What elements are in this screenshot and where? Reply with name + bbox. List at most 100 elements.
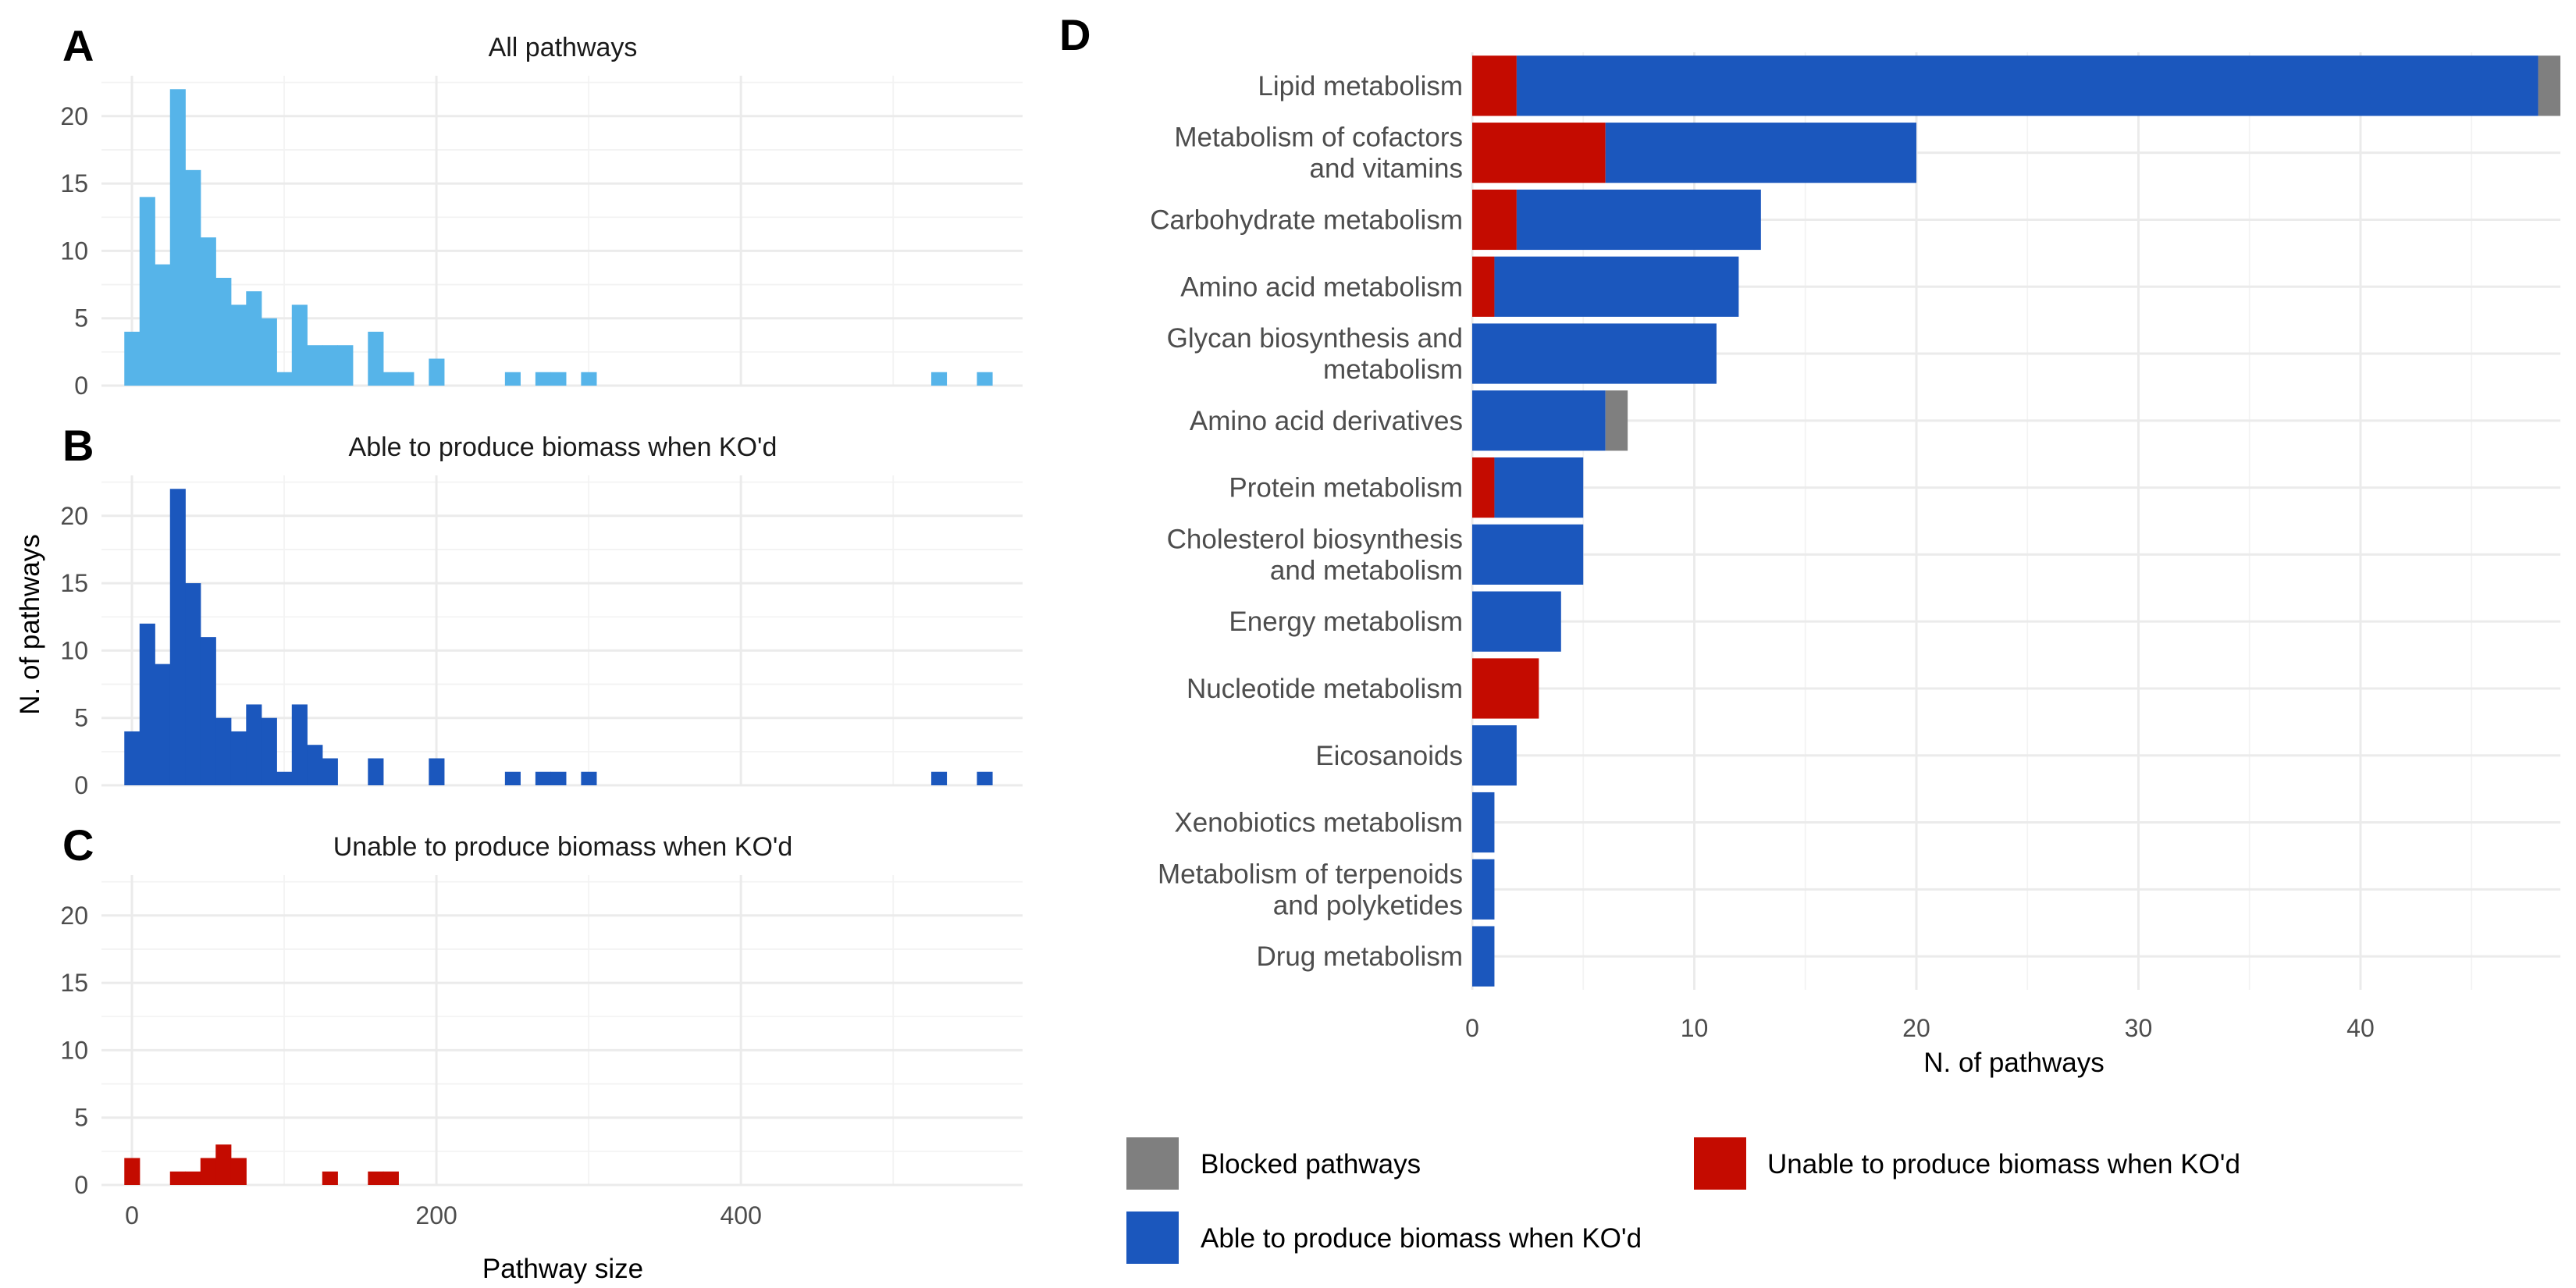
y-tick-label-c: 20 bbox=[60, 902, 88, 930]
y-tick-label-a: 20 bbox=[60, 102, 88, 130]
x-axis-title-n-of-pathways: N. of pathways bbox=[1923, 1048, 2105, 1078]
histogram-bar-a bbox=[230, 304, 247, 386]
panel-title-b: Able to produce biomass when KO'd bbox=[349, 432, 777, 462]
x-tick-label-c: 200 bbox=[415, 1201, 457, 1229]
histogram-bar-a bbox=[169, 89, 186, 386]
panel-tag-c: C bbox=[62, 820, 94, 870]
histogram-bar-a bbox=[139, 197, 155, 386]
histogram-bar-c bbox=[322, 1171, 338, 1185]
bar-panel-d: D N. of pathways 0 10 20 30 40 Lipid metaboli… bbox=[1059, 10, 2560, 1078]
category-label-line: Metabolism of cofactors bbox=[1174, 123, 1463, 153]
histogram-bar-b bbox=[155, 664, 171, 785]
bar-segment-unable bbox=[1472, 55, 1517, 116]
category-label-line: Metabolism of terpenoids bbox=[1158, 859, 1463, 889]
category-label: Cholesterol biosynthesis and metabolism bbox=[1167, 524, 1463, 585]
histogram-bar-c bbox=[169, 1171, 186, 1185]
histogram-bar-a bbox=[246, 291, 262, 386]
category-label: Eicosanoids bbox=[1315, 741, 1463, 771]
x-tick-label-c: 400 bbox=[720, 1201, 761, 1229]
y-tick-label-c: 10 bbox=[60, 1036, 88, 1064]
histogram-bar-c bbox=[200, 1158, 216, 1185]
legend-label-unable: Unable to produce biomass when KO'd bbox=[1767, 1149, 2240, 1179]
category-label: Xenobiotics metabolism bbox=[1174, 808, 1463, 838]
category-label: Protein metabolism bbox=[1229, 473, 1463, 503]
histogram-bar-a bbox=[504, 372, 521, 386]
histogram-bar-b bbox=[581, 771, 597, 785]
histogram-bar-a bbox=[200, 237, 216, 386]
histogram-bar-b bbox=[322, 758, 338, 785]
category-label: Energy metabolism bbox=[1229, 607, 1463, 637]
bar-segment-able bbox=[1605, 123, 1916, 183]
category-label-line: and vitamins bbox=[1310, 154, 1463, 184]
panel-tag-d: D bbox=[1059, 10, 1091, 59]
histogram-bar-b bbox=[246, 704, 262, 785]
x-tick-label-d: 40 bbox=[2347, 1014, 2375, 1042]
category-label: Carbohydrate metabolism bbox=[1150, 205, 1463, 235]
legend-label-able: Able to produce biomass when KO'd bbox=[1201, 1223, 1642, 1254]
category-label-line: Cholesterol biosynthesis bbox=[1167, 524, 1463, 554]
legend: Blocked pathways Unable to produce bioma… bbox=[1126, 1137, 2240, 1264]
histogram-bar-b bbox=[215, 717, 232, 785]
histogram-panel-c: C Unable to produce biomass when KO'd Pa… bbox=[60, 820, 1023, 1284]
histogram-bar-b bbox=[169, 489, 186, 785]
histogram-bar-c bbox=[215, 1144, 232, 1185]
bar-segment-unable bbox=[1472, 658, 1539, 719]
y-tick-label-b: 0 bbox=[74, 771, 88, 799]
histogram-bar-c bbox=[230, 1158, 247, 1185]
category-label: Drug metabolism bbox=[1256, 941, 1463, 972]
histogram-panel-a: A All pathways 0 5 10 15 20 bbox=[60, 21, 1023, 400]
panel-title-a: All pathways bbox=[489, 33, 638, 62]
bar-segment-able bbox=[1494, 457, 1584, 518]
histogram-bar-a bbox=[124, 331, 141, 386]
histogram-bar-c bbox=[382, 1171, 399, 1185]
panel-tag-b: B bbox=[62, 421, 94, 470]
histogram-bar-a bbox=[930, 372, 948, 386]
x-tick-label-d: 20 bbox=[1902, 1014, 1930, 1042]
legend-swatch-blocked bbox=[1126, 1137, 1179, 1190]
legend-swatch-able bbox=[1126, 1212, 1179, 1264]
shared-y-axis-title: N. of pathways bbox=[15, 534, 45, 715]
bar-segment-able bbox=[1472, 323, 1717, 384]
bar-segment-able bbox=[1472, 792, 1495, 853]
histogram-bar-b bbox=[124, 731, 141, 785]
histogram-bar-a bbox=[429, 358, 445, 386]
bar-segment-unable bbox=[1472, 256, 1495, 317]
category-label: Metabolism of terpenoids and polyketides bbox=[1158, 859, 1463, 920]
category-label-line: and metabolism bbox=[1270, 555, 1463, 585]
histogram-bar-b bbox=[977, 771, 993, 785]
histogram-bar-b bbox=[139, 623, 155, 785]
x-tick-label-d: 10 bbox=[1681, 1014, 1709, 1042]
histogram-bar-a bbox=[977, 372, 993, 386]
histogram-bar-c bbox=[124, 1158, 141, 1185]
histogram-bar-c bbox=[368, 1171, 384, 1185]
y-tick-label-c: 15 bbox=[60, 969, 88, 997]
panel-title-c: Unable to produce biomass when KO'd bbox=[333, 832, 793, 862]
histogram-panel-b: B Able to produce biomass when KO'd 0 5 10… bbox=[60, 421, 1023, 799]
histogram-bar-a bbox=[291, 304, 308, 386]
category-label: Metabolism of cofactors and vitamins bbox=[1174, 123, 1463, 184]
bar-segment-able bbox=[1472, 926, 1495, 987]
bar-segment-able bbox=[1472, 725, 1517, 786]
y-tick-label-b: 20 bbox=[60, 502, 88, 530]
y-tick-label-b: 10 bbox=[60, 636, 88, 664]
y-tick-label-c: 0 bbox=[74, 1171, 88, 1199]
histogram-bar-a bbox=[581, 372, 597, 386]
legend-label-blocked: Blocked pathways bbox=[1201, 1149, 1421, 1179]
category-label: Lipid metabolism bbox=[1258, 71, 1463, 101]
y-tick-label-a: 5 bbox=[74, 304, 88, 333]
bar-segment-unable bbox=[1472, 457, 1495, 518]
y-tick-label-c: 5 bbox=[74, 1104, 88, 1132]
bar-segment-blocked bbox=[2538, 55, 2560, 116]
histogram-bar-b bbox=[185, 583, 201, 785]
bar-segment-able bbox=[1494, 256, 1739, 317]
histogram-bar-b bbox=[200, 637, 216, 785]
histogram-bar-b bbox=[930, 771, 948, 785]
category-label: Nucleotide metabolism bbox=[1187, 674, 1463, 704]
histogram-bar-c bbox=[185, 1171, 201, 1185]
histogram-bar-b bbox=[261, 717, 277, 785]
histogram-bar-a bbox=[307, 345, 323, 386]
histogram-bar-a bbox=[382, 372, 399, 386]
histogram-bar-a bbox=[322, 345, 338, 386]
